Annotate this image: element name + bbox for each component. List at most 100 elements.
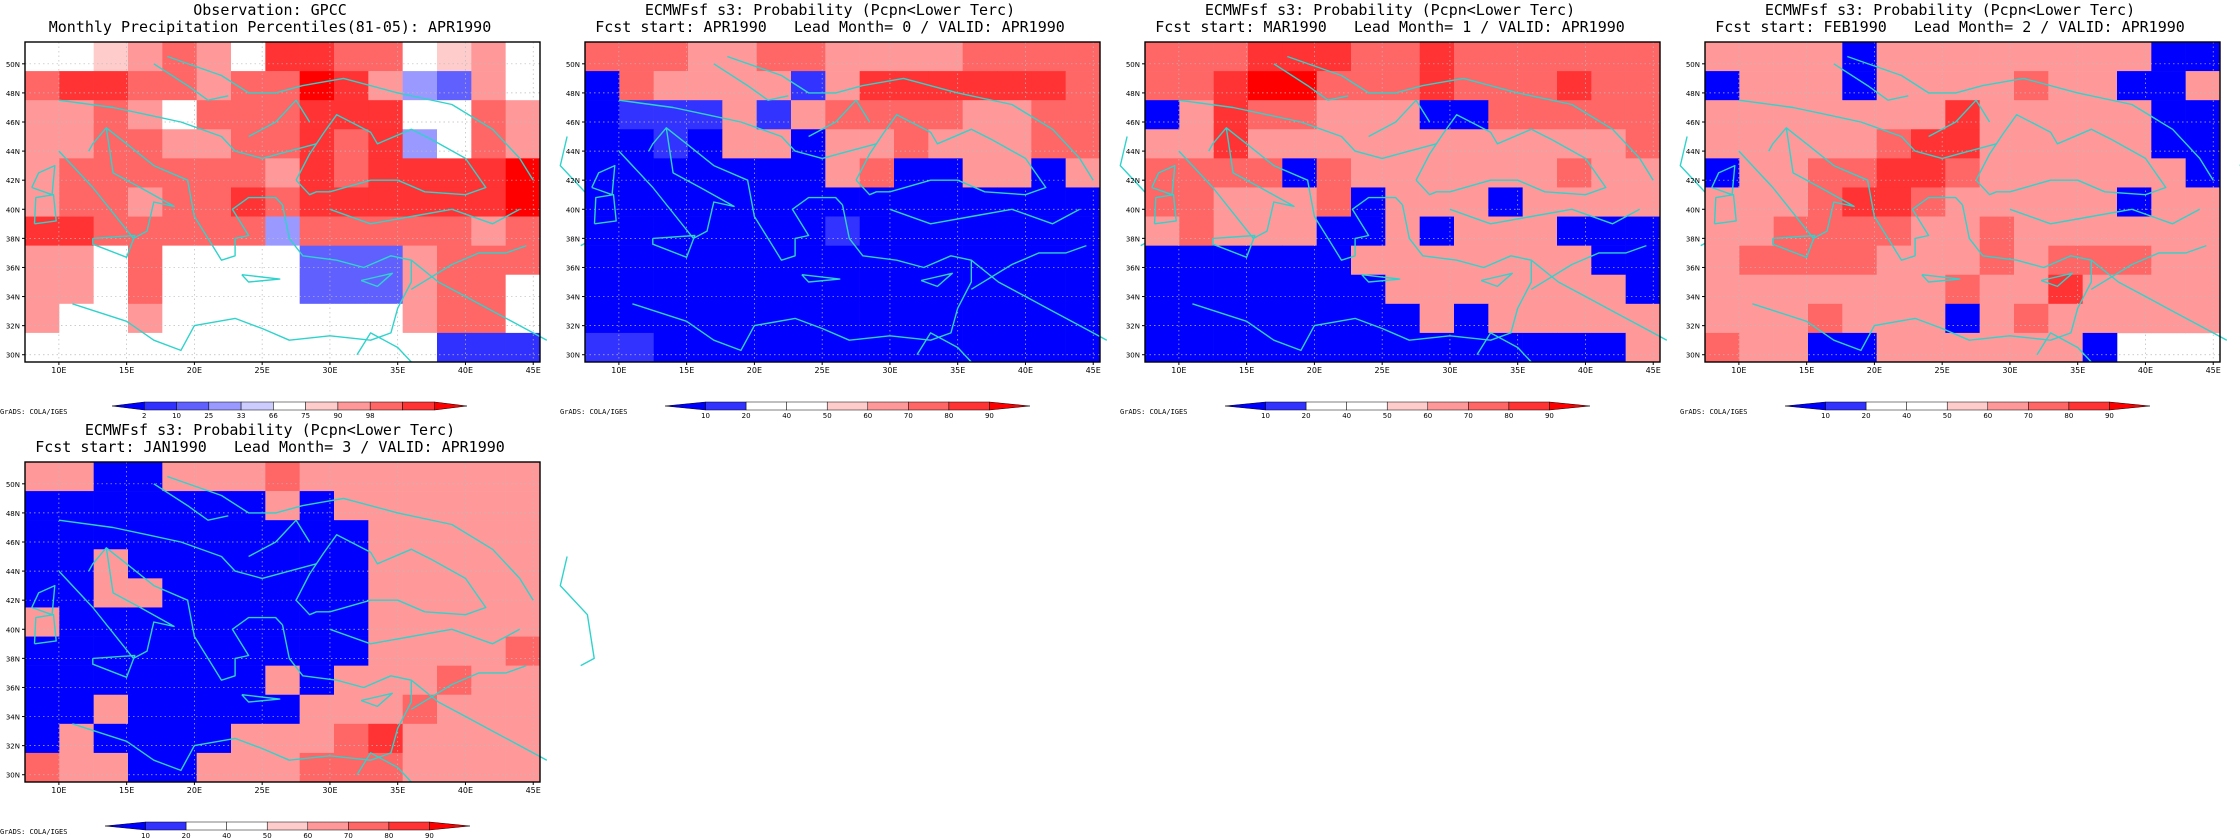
grid-cell (1522, 100, 1558, 130)
colorbar-swatch (337, 401, 371, 411)
grid-cell (1031, 245, 1066, 276)
grid-cell (505, 100, 541, 130)
colorbar-label: 70 (904, 412, 913, 420)
grid-cell (334, 158, 369, 188)
grid-cell (653, 216, 689, 246)
grid-cell (1911, 158, 1946, 188)
grid-cell (505, 665, 541, 696)
colorbar-swatch (908, 401, 950, 411)
coastline (1847, 55, 2214, 181)
colorbar-label: 20 (182, 832, 191, 840)
grid-cell (997, 158, 1032, 188)
coastline (329, 208, 521, 225)
coastline (970, 259, 1108, 341)
grid-cell (1454, 100, 1489, 130)
grid-cell (756, 303, 792, 334)
grid-cell (162, 549, 197, 579)
grid-cell (1808, 71, 1843, 101)
colorbar-label: 60 (1423, 412, 1432, 420)
grid-cell (1316, 158, 1352, 188)
grid-cell (1419, 274, 1455, 305)
plot-frame (1704, 41, 2221, 363)
grads-credit: GrADS: COLA/IGES (1680, 408, 1748, 416)
map-chart: 10E 15E 20E 25E 30E 35E 40E 45E 30N 32N 34N 36N 38N 4… (6, 41, 595, 420)
grid-cell (1065, 71, 1101, 101)
grid-cell (128, 752, 163, 783)
grid-cell (1179, 129, 1214, 159)
gridlines (25, 42, 540, 362)
grid-cell (1773, 187, 1809, 217)
y-tick-label: 42N (566, 177, 580, 185)
grid-cell (653, 71, 689, 101)
grid-cell (1248, 332, 1283, 363)
grid-cell (231, 491, 266, 521)
grid-cell (402, 42, 438, 72)
grid-cell (756, 187, 792, 217)
coastline (1151, 164, 1176, 196)
grid-cell (1385, 274, 1420, 305)
x-tick-label: 45E (1086, 366, 1101, 375)
grid-cell (894, 303, 929, 334)
grid-cell (162, 71, 197, 101)
grid-cell (334, 578, 369, 608)
grid-cell (1454, 42, 1489, 72)
grid-cell (1351, 42, 1386, 72)
grid-cell (505, 274, 541, 305)
grid-cell (1454, 303, 1489, 334)
grid-cell (1488, 187, 1523, 217)
colorbar-label: 10 (141, 832, 150, 840)
grid-cell (437, 491, 472, 521)
coastline (1738, 99, 1997, 160)
grid-cell (1145, 100, 1180, 130)
coastline (58, 547, 175, 660)
y-tick-label: 44N (1686, 148, 1700, 156)
grid-cell (128, 723, 163, 754)
grid-cell (2082, 100, 2118, 130)
grid-cell (437, 462, 472, 492)
grid-cell (93, 636, 129, 666)
grid-cell (688, 129, 723, 159)
coastline (153, 483, 229, 521)
grid-cell (1842, 100, 1877, 130)
grid-cell (196, 462, 232, 492)
plot-frame (24, 41, 541, 363)
grid-cell (756, 245, 792, 276)
cells-layer (585, 42, 1101, 363)
grid-cell (299, 665, 335, 696)
grid-cell (2185, 100, 2221, 130)
y-tick-label: 48N (1126, 90, 1140, 98)
grid-cell (1773, 274, 1809, 305)
coastline (1711, 164, 1736, 196)
grid-cell (1065, 100, 1101, 130)
grid-cell (59, 216, 94, 246)
grid-cell (162, 665, 197, 696)
colorbar-label: 90 (1545, 412, 1554, 420)
grid-cell (505, 549, 541, 579)
grid-cell (894, 100, 929, 130)
panel-title: ECMWFsf s3: Probability (Pcpn<Lower Terc… (644, 1, 1016, 19)
colorbar-label: 60 (1983, 412, 1992, 420)
coastlines (31, 475, 595, 783)
grid-cell (334, 491, 369, 521)
colorbar-swatch (208, 401, 242, 411)
grid-cell (162, 158, 197, 188)
colorbar-swatch (989, 401, 1031, 411)
coastline (1368, 99, 1431, 138)
grid-cell (722, 274, 757, 305)
grid-cell (894, 274, 929, 305)
grid-cell (2014, 274, 2049, 305)
coastline (1785, 127, 1964, 261)
grid-cell (928, 245, 963, 276)
grid-cell (93, 245, 129, 276)
grid-cell (894, 129, 929, 159)
grid-cell (2185, 42, 2221, 72)
grid-cell (688, 332, 723, 363)
grid-cell (437, 129, 472, 159)
y-tick-label: 50N (6, 481, 20, 489)
coastline (1833, 63, 1909, 101)
grid-cell (471, 129, 506, 159)
colorbar: 10 20 40 50 60 70 80 90 (1784, 401, 2151, 420)
grid-cell (1145, 274, 1180, 305)
grid-cell (2048, 42, 2083, 72)
coastline (31, 584, 56, 616)
